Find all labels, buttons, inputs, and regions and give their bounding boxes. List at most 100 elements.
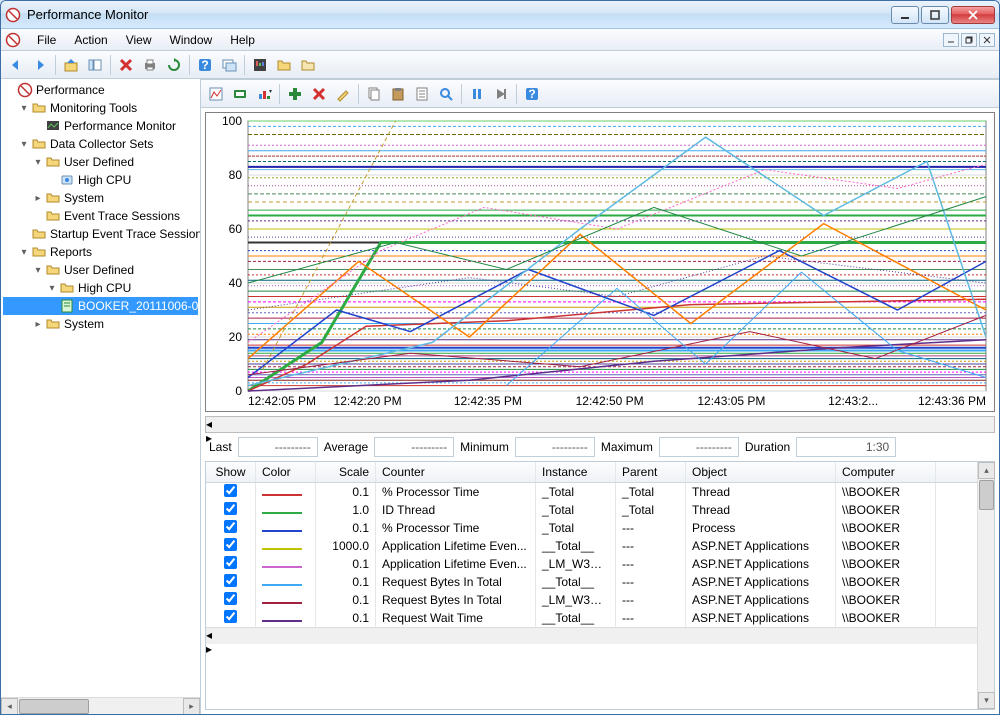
open-folder2-button[interactable] [297,54,319,76]
chart-help-button[interactable]: ? [521,83,543,105]
show-checkbox[interactable] [224,610,237,623]
scroll-left-button[interactable]: ◂ [1,698,18,715]
tree-node[interactable]: Performance [3,81,198,99]
tree-node[interactable]: ▸System [3,189,198,207]
refresh-button[interactable] [163,54,185,76]
mdi-close-button[interactable] [979,33,995,47]
show-checkbox[interactable] [224,520,237,533]
maximize-button[interactable] [921,6,949,24]
counter-hscrollbar[interactable]: ◂ ▸ [206,627,977,644]
show-checkbox[interactable] [224,556,237,569]
counter-row[interactable]: 1000.0Application Lifetime Even...__Tota… [206,537,977,555]
show-checkbox[interactable] [224,574,237,587]
counter-row[interactable]: 0.1Request Wait Time__Total__---ASP.NET … [206,609,977,627]
show-checkbox[interactable] [224,592,237,605]
counter-row[interactable]: 0.1% Processor Time_Total_TotalThread\\B… [206,483,977,501]
scroll-down-button[interactable]: ▾ [978,692,995,709]
chart-area[interactable]: 02040608010012:42:05 PM12:42:20 PM12:42:… [205,112,995,412]
properties-button[interactable] [411,83,433,105]
view-log-button[interactable] [229,83,251,105]
delete-button[interactable] [115,54,137,76]
expand-icon[interactable]: ▾ [45,283,59,294]
scroll-up-button[interactable]: ▴ [978,462,995,479]
scroll-right-button[interactable]: ▸ [183,698,200,715]
expand-icon[interactable]: ▾ [31,157,45,168]
col-parent[interactable]: Parent [616,462,686,482]
help-button[interactable]: ? [194,54,216,76]
nav-tree[interactable]: Performance▾Monitoring ToolsPerformance … [1,79,200,697]
back-button[interactable] [5,54,27,76]
tree-node[interactable]: ▾Monitoring Tools [3,99,198,117]
minimize-button[interactable] [891,6,919,24]
view-current-button[interactable] [205,83,227,105]
col-instance[interactable]: Instance [536,462,616,482]
menu-view[interactable]: View [118,31,160,49]
col-object[interactable]: Object [686,462,836,482]
menu-file[interactable]: File [29,31,64,49]
scroll-right-button[interactable]: ▸ [206,642,977,656]
counter-row[interactable]: 1.0ID Thread_Total_TotalThread\\BOOKER [206,501,977,519]
col-color[interactable]: Color [256,462,316,482]
tree-node[interactable]: ▾User Defined [3,153,198,171]
forward-button[interactable] [29,54,51,76]
scroll-left-button[interactable]: ◂ [206,628,977,642]
counter-row[interactable]: 0.1Application Lifetime Even..._LM_W3SV.… [206,555,977,573]
graph-type-button[interactable] [253,83,275,105]
copy-button[interactable] [363,83,385,105]
col-counter[interactable]: Counter [376,462,536,482]
show-checkbox[interactable] [224,538,237,551]
tree-node[interactable]: ▸System [3,315,198,333]
update-button[interactable] [490,83,512,105]
expand-icon[interactable]: ▾ [17,247,31,258]
counter-vscrollbar[interactable]: ▴ ▾ [977,462,994,709]
up-button[interactable] [60,54,82,76]
menu-help[interactable]: Help [222,31,263,49]
scroll-thumb[interactable] [19,699,89,714]
scroll-left-button[interactable]: ◂ [206,417,994,431]
col-scale[interactable]: Scale [316,462,376,482]
chart-hscrollbar[interactable]: ◂ ▸ [205,416,995,433]
open-folder-button[interactable] [273,54,295,76]
show-checkbox[interactable] [224,502,237,515]
zoom-button[interactable] [435,83,457,105]
menu-action[interactable]: Action [66,31,115,49]
tree-node[interactable]: High CPU [3,171,198,189]
mdi-minimize-button[interactable] [943,33,959,47]
add-counter-button[interactable] [284,83,306,105]
new-window-button[interactable] [218,54,240,76]
tree-node[interactable]: ▾Reports [3,243,198,261]
tree-node[interactable]: Event Trace Sessions [3,207,198,225]
tree-node[interactable]: ▾User Defined [3,261,198,279]
tree-node[interactable]: ▾High CPU [3,279,198,297]
show-checkbox[interactable] [224,484,237,497]
expand-icon[interactable]: ▾ [17,139,31,150]
tree-node[interactable]: Startup Event Trace Sessions [3,225,198,243]
tree-node[interactable]: BOOKER_20111006-000001 [3,297,198,315]
expand-icon[interactable]: ▸ [31,193,45,204]
show-hide-tree-button[interactable] [84,54,106,76]
expand-icon[interactable]: ▾ [17,103,31,114]
counter-list-body[interactable]: 0.1% Processor Time_Total_TotalThread\\B… [206,483,977,627]
view-report-button[interactable] [249,54,271,76]
col-computer[interactable]: Computer [836,462,936,482]
highlight-button[interactable] [332,83,354,105]
system-menu-icon[interactable] [5,32,21,48]
tree-hscrollbar[interactable]: ◂ ▸ [1,697,200,714]
close-button[interactable] [951,6,995,24]
remove-counter-button[interactable] [308,83,330,105]
counter-row[interactable]: 0.1Request Bytes In Total__Total__---ASP… [206,573,977,591]
expand-icon[interactable]: ▸ [31,319,45,330]
menu-window[interactable]: Window [162,31,221,49]
paste-button[interactable] [387,83,409,105]
scroll-thumb[interactable] [979,480,994,510]
expand-icon[interactable]: ▾ [31,265,45,276]
freeze-button[interactable] [466,83,488,105]
print-button[interactable] [139,54,161,76]
counter-row[interactable]: 0.1Request Bytes In Total_LM_W3SV...---A… [206,591,977,609]
col-show[interactable]: Show [206,462,256,482]
mdi-restore-button[interactable] [961,33,977,47]
counter-row[interactable]: 0.1% Processor Time_Total---Process\\BOO… [206,519,977,537]
scroll-right-button[interactable]: ▸ [206,431,994,445]
tree-node[interactable]: Performance Monitor [3,117,198,135]
tree-node[interactable]: ▾Data Collector Sets [3,135,198,153]
